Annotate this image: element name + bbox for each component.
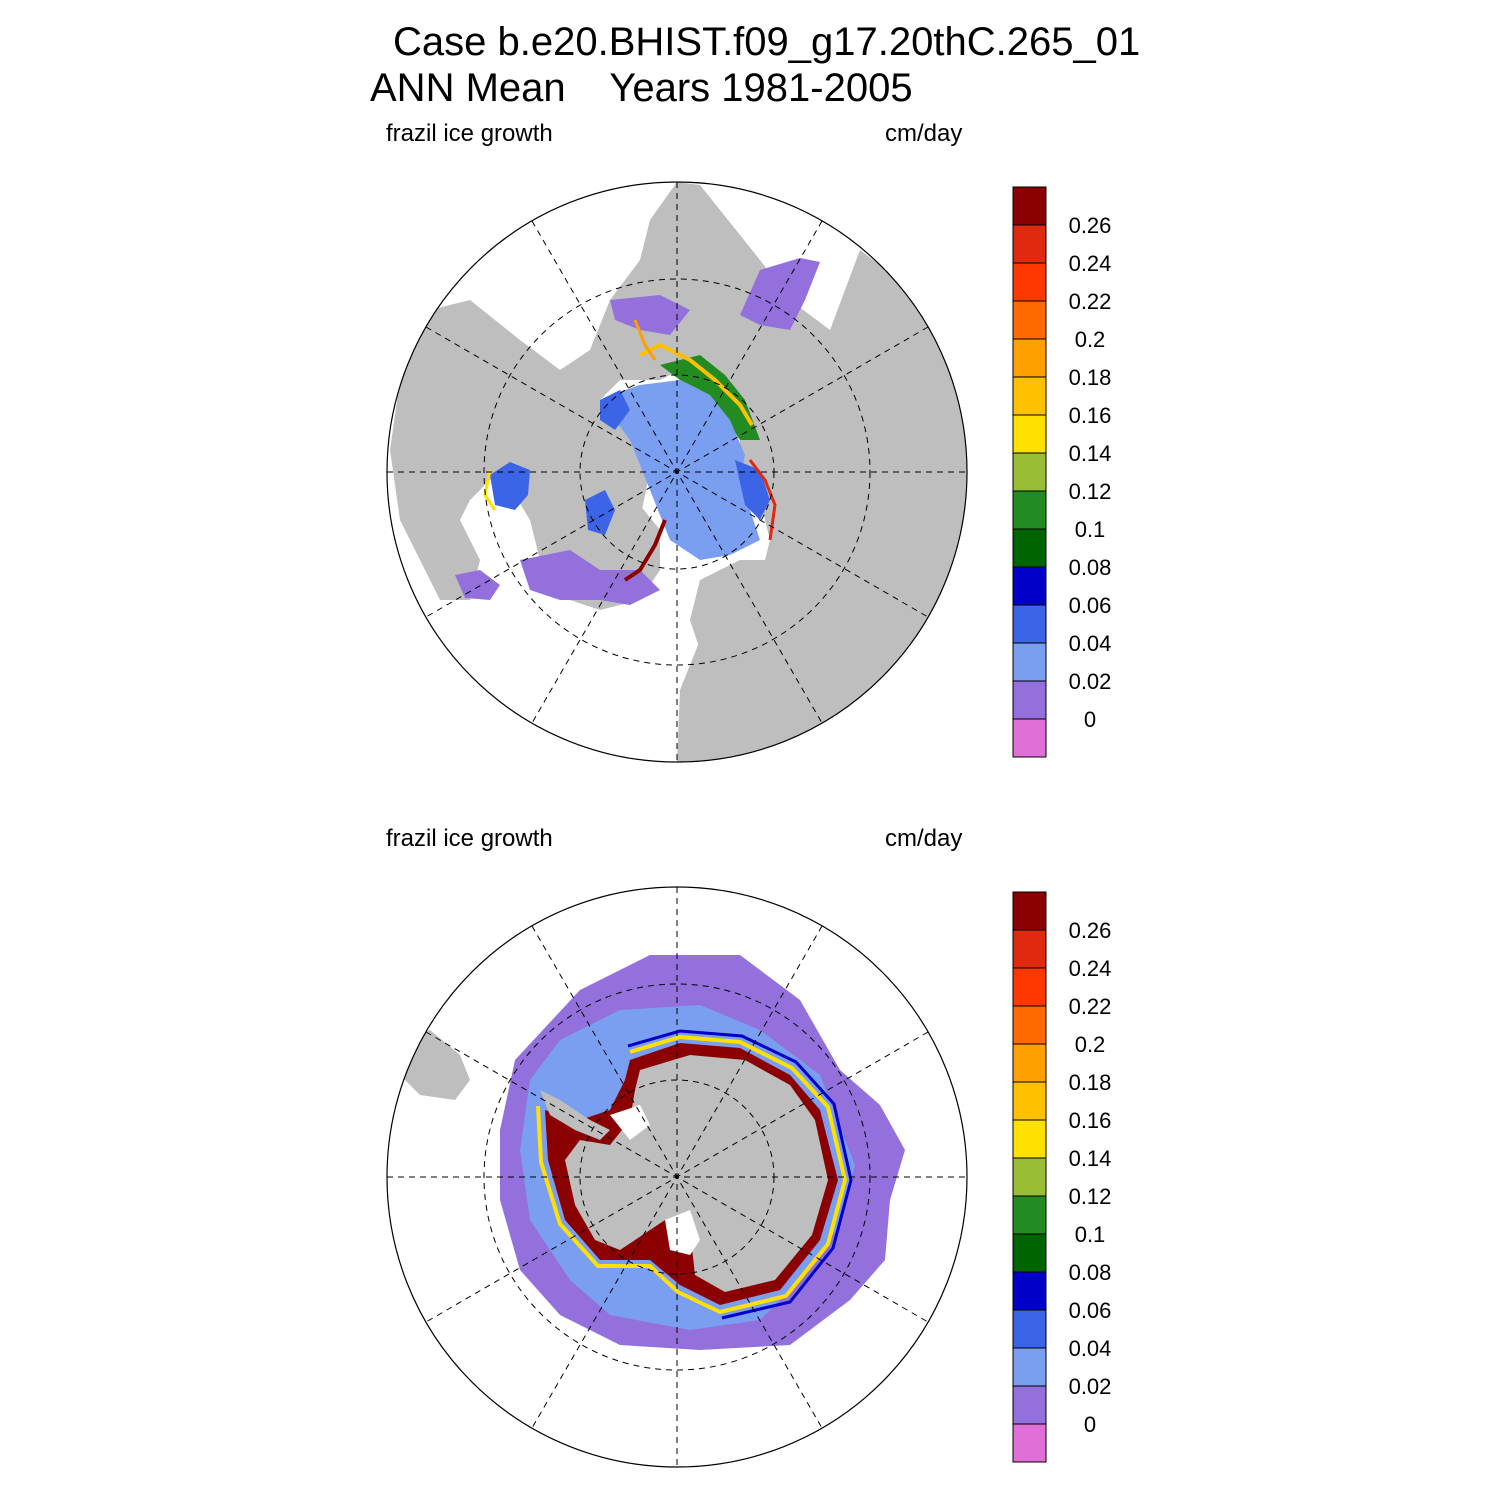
north-colorbar-box bbox=[1012, 718, 1047, 758]
south-colorbar-tick-label: 0.02 bbox=[1069, 1374, 1112, 1399]
south-field-coastal-yellow bbox=[536, 1034, 848, 1315]
north-field-baffin bbox=[585, 490, 615, 535]
south-colorbar-box bbox=[1012, 967, 1047, 1007]
north-colorbar-box bbox=[1012, 376, 1047, 416]
south-ice-shelf-ross bbox=[665, 1210, 700, 1255]
north-graticule bbox=[387, 182, 967, 762]
north-colorbar-box bbox=[1012, 224, 1047, 264]
north-field-kara-edge bbox=[639, 342, 754, 427]
north-colorbar-tick-label: 0.02 bbox=[1069, 669, 1112, 694]
south-colorbar-tick-label: 0.24 bbox=[1069, 956, 1112, 981]
south-colorbar-tick-label: 0.18 bbox=[1069, 1070, 1112, 1095]
north-colorbar-box bbox=[1012, 680, 1047, 720]
south-field-coastal-blue bbox=[627, 1029, 853, 1320]
north-colorbar-tick-label: 0.26 bbox=[1069, 213, 1112, 238]
south-colorbar-box bbox=[1012, 1423, 1047, 1463]
north-colorbar-tick-label: 0.08 bbox=[1069, 555, 1112, 580]
south-colorbar-tick-label: 0.08 bbox=[1069, 1260, 1112, 1285]
south-panel-variable-label: frazil ice growth bbox=[386, 825, 553, 852]
north-land-eurasia bbox=[390, 182, 967, 762]
south-colorbar-tick-label: 0.22 bbox=[1069, 994, 1112, 1019]
north-colorbar-box bbox=[1012, 642, 1047, 682]
north-colorbar-box bbox=[1012, 262, 1047, 302]
north-land-scandinavia bbox=[690, 560, 770, 660]
north-polar-map bbox=[386, 181, 968, 763]
south-colorbar-tick-label: 0.04 bbox=[1069, 1336, 1112, 1361]
north-colorbar-box bbox=[1012, 300, 1047, 340]
north-colorbar-tick-label: 0.24 bbox=[1069, 251, 1112, 276]
south-colorbar-box bbox=[1012, 1347, 1047, 1387]
south-colorbar-tick-label: 0.2 bbox=[1075, 1032, 1106, 1057]
south-colorbar-box bbox=[1012, 1081, 1047, 1121]
north-colorbar-tick-label: 0.12 bbox=[1069, 479, 1112, 504]
north-field-greenland-edge bbox=[623, 519, 667, 582]
north-colorbar-box bbox=[1012, 414, 1047, 454]
north-colorbar-tick-label: 0.2 bbox=[1075, 327, 1106, 352]
south-colorbar: 0 0.02 0.04 0.06 0.08 0.1 0.12 0.14 0.16 0.18 0.2 0… bbox=[1012, 891, 1112, 1463]
south-map-content bbox=[387, 887, 967, 1467]
north-colorbar-tick-label: 0.16 bbox=[1069, 403, 1112, 428]
south-colorbar-box bbox=[1012, 1195, 1047, 1235]
south-land-antarctica bbox=[565, 1055, 828, 1292]
north-field-bering-edge bbox=[633, 319, 657, 361]
south-colorbar-box bbox=[1012, 1005, 1047, 1045]
south-colorbar-tick-label: 0.14 bbox=[1069, 1146, 1112, 1171]
south-colorbar-box bbox=[1012, 1119, 1047, 1159]
north-colorbar-tick-label: 0.1 bbox=[1075, 517, 1106, 542]
north-map-content bbox=[387, 182, 967, 762]
north-colorbar-tick-label: 0.22 bbox=[1069, 289, 1112, 314]
north-colorbar-box bbox=[1012, 566, 1047, 606]
south-panel-units-label: cm/day bbox=[885, 825, 963, 852]
north-colorbar: 0 0.02 0.04 0.06 0.08 0.1 0.12 0.14 0.16 0.18 0.2 0… bbox=[1012, 186, 1112, 758]
south-map-border bbox=[386, 886, 968, 1468]
south-colorbar-tick-label: 0.16 bbox=[1069, 1108, 1112, 1133]
north-field-bering bbox=[610, 295, 690, 335]
north-map-border bbox=[386, 181, 968, 763]
south-colorbar-tick-label: 0.26 bbox=[1069, 918, 1112, 943]
south-land-peninsula bbox=[540, 1090, 610, 1140]
south-colorbar-box bbox=[1012, 929, 1047, 969]
south-colorbar-box bbox=[1012, 1271, 1047, 1311]
south-colorbar-box bbox=[1012, 1385, 1047, 1425]
north-colorbar-tick-label: 0.04 bbox=[1069, 631, 1112, 656]
south-colorbar-tick-label: 0.12 bbox=[1069, 1184, 1112, 1209]
south-graticule bbox=[387, 887, 967, 1467]
north-colorbar-box bbox=[1012, 338, 1047, 378]
south-polar-map bbox=[386, 886, 968, 1468]
north-field-arctic-inner bbox=[600, 390, 630, 430]
figure-title-period: ANN Mean Years 1981-2005 bbox=[370, 66, 913, 110]
south-colorbar-box bbox=[1012, 1309, 1047, 1349]
north-colorbar-box bbox=[1012, 528, 1047, 568]
north-colorbar-tick-label: 0.18 bbox=[1069, 365, 1112, 390]
north-colorbar-tick-label: 0.06 bbox=[1069, 593, 1112, 618]
north-colorbar-box bbox=[1012, 604, 1047, 644]
north-field-labrador bbox=[520, 550, 660, 605]
north-field-hudson-bay bbox=[490, 462, 530, 510]
north-panel-units-label: cm/day bbox=[885, 120, 963, 147]
north-panel-variable-label: frazil ice growth bbox=[386, 120, 553, 147]
south-colorbar-box bbox=[1012, 1233, 1047, 1273]
south-colorbar-box bbox=[1012, 891, 1047, 931]
north-field-arctic-ocean bbox=[610, 380, 760, 560]
north-colorbar-box bbox=[1012, 490, 1047, 530]
south-colorbar-tick-label: 0.06 bbox=[1069, 1298, 1112, 1323]
south-colorbar-box bbox=[1012, 1157, 1047, 1197]
south-colorbar-box bbox=[1012, 1043, 1047, 1083]
north-colorbar-box bbox=[1012, 452, 1047, 492]
figure-title-case: Case b.e20.BHIST.f09_g17.20thC.265_01 bbox=[393, 20, 1141, 64]
north-colorbar-box bbox=[1012, 186, 1047, 226]
south-colorbar-tick-label: 0.1 bbox=[1075, 1222, 1106, 1247]
south-colorbar-tick-label: 0 bbox=[1084, 1412, 1096, 1437]
north-colorbar-tick-label: 0 bbox=[1084, 707, 1096, 732]
north-field-hudson-strait bbox=[455, 570, 500, 600]
north-colorbar-tick-label: 0.14 bbox=[1069, 441, 1112, 466]
north-field-laptev-edge bbox=[748, 459, 777, 541]
south-ice-shelf-weddell bbox=[610, 1105, 650, 1140]
north-field-okhotsk bbox=[740, 258, 820, 330]
